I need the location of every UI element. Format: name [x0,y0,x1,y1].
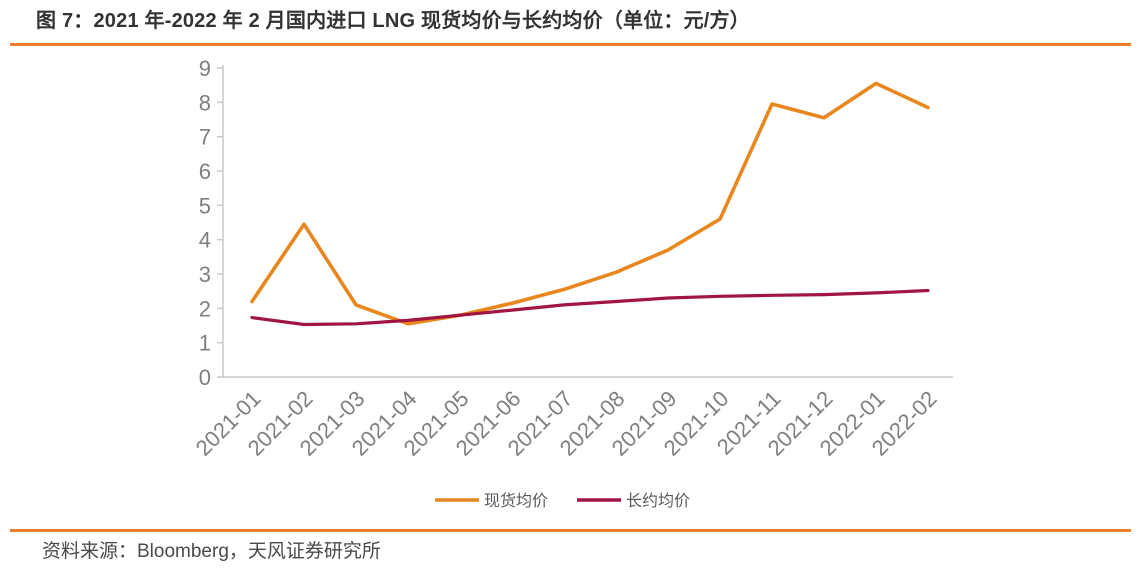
figure-title: 图 7：2021 年-2022 年 2 月国内进口 LNG 现货均价与长约均价（… [36,10,750,32]
y-axis-label: 9 [199,56,211,81]
y-axis-label: 1 [199,331,211,356]
footer-divider [10,529,1131,532]
legend-label: 现货均价 [484,492,548,510]
y-axis-label: 8 [199,90,211,115]
y-axis-label: 6 [199,159,211,184]
y-axis-label: 7 [199,125,211,150]
source-note: 资料来源：Bloomberg，天风证券研究所 [42,541,381,562]
series-line-spot [250,81,930,326]
y-axis-label: 4 [199,228,211,253]
y-axis-label: 5 [199,193,211,218]
legend-label: 长约均价 [626,492,690,510]
series-line-long-term [250,288,930,327]
y-axis-label: 3 [199,262,211,287]
title-divider [10,43,1131,46]
lng-price-line-chart: 01234567892021-012021-022021-032021-0420… [191,56,953,510]
y-axis-label: 0 [199,365,211,390]
y-axis-label: 2 [199,296,211,321]
